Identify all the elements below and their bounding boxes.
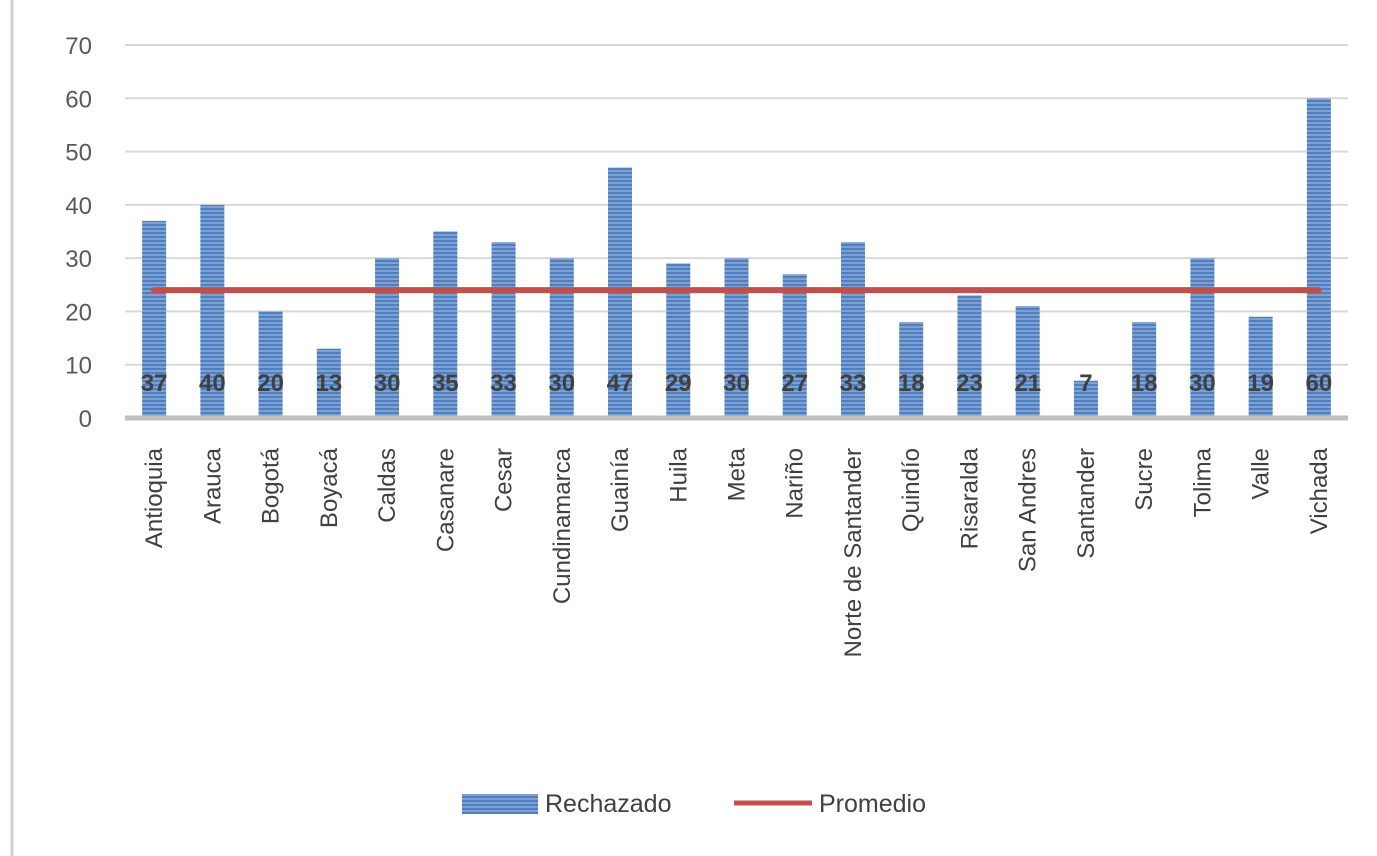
bar: [1190, 258, 1215, 418]
category-label: Vichada: [1306, 447, 1333, 534]
bar: [899, 322, 924, 418]
y-tick-label: 0: [79, 406, 92, 433]
category-label: Quindío: [898, 448, 925, 532]
bar: [957, 295, 982, 418]
category-label: San Andres: [1015, 448, 1042, 572]
bar: [1306, 98, 1331, 419]
data-label: 29: [665, 370, 692, 397]
bar: [316, 348, 341, 418]
data-label: 19: [1247, 370, 1274, 397]
y-tick-label: 30: [65, 246, 92, 273]
category-label: Valle: [1248, 448, 1275, 500]
category-label: Caldas: [374, 448, 401, 523]
data-label: 37: [141, 370, 168, 397]
category-label: Huila: [665, 447, 692, 502]
data-label: 18: [1131, 370, 1158, 397]
bar: [1073, 380, 1098, 418]
data-label: 30: [723, 370, 750, 397]
bar: [142, 220, 167, 418]
data-label: 27: [781, 370, 808, 397]
data-label: 33: [840, 370, 867, 397]
category-label: Cesar: [491, 448, 518, 512]
category-label: Santander: [1073, 448, 1100, 559]
data-label: 7: [1079, 370, 1092, 397]
bar: [200, 204, 225, 418]
bar: [549, 258, 574, 418]
category-label: Guainía: [607, 447, 634, 532]
bar: [433, 231, 458, 418]
data-label: 33: [490, 370, 517, 397]
bar: [782, 274, 807, 418]
category-label: Bogotá: [258, 447, 285, 524]
bar: [1248, 316, 1273, 418]
data-label: 47: [607, 370, 634, 397]
category-label: Sucre: [1131, 448, 1158, 511]
bar: [840, 242, 865, 418]
category-label: Risaralda: [956, 447, 983, 549]
y-axis: 0 10 20 30 40 50 60 70: [65, 33, 92, 433]
data-label: 18: [898, 370, 925, 397]
data-label: 21: [1014, 370, 1041, 397]
category-label: Meta: [724, 447, 751, 501]
y-tick-label: 60: [65, 86, 92, 113]
y-tick-label: 70: [65, 33, 92, 60]
category-label: Cundinamarca: [549, 447, 576, 604]
data-label: 30: [548, 370, 575, 397]
legend-swatch-rechazado: [462, 794, 538, 814]
data-label: 40: [199, 370, 226, 397]
data-label: 13: [315, 370, 342, 397]
y-tick-label: 10: [65, 353, 92, 380]
bar: [258, 311, 283, 418]
category-label: Norte de Santander: [840, 448, 867, 657]
bar: [724, 258, 749, 418]
y-tick-label: 20: [65, 299, 92, 326]
category-label: Casanare: [432, 448, 459, 552]
bar: [1015, 306, 1040, 418]
legend-label-promedio: Promedio: [819, 790, 926, 818]
data-label: 23: [956, 370, 983, 397]
category-label: Tolima: [1189, 447, 1216, 517]
data-label: 30: [1189, 370, 1216, 397]
data-label: 35: [432, 370, 459, 397]
data-label: 30: [374, 370, 401, 397]
category-label: Antioquia: [141, 447, 168, 548]
category-label: Nariño: [782, 448, 809, 519]
data-label: 20: [257, 370, 284, 397]
category-labels: Antioquia Arauca Bogotá Boyacá Caldas Casanar…: [141, 447, 1333, 657]
category-label: Boyacá: [316, 447, 343, 528]
bar: [491, 242, 516, 418]
data-labels: 37 40 20 13 30 35 33 30 47 29 30 27 33 18 23 21 7 18 30 19 6…: [141, 370, 1332, 397]
bar: [375, 258, 400, 418]
y-tick-label: 40: [65, 193, 92, 220]
bar-series-rechazado: [142, 98, 1331, 419]
category-label: Arauca: [199, 447, 226, 524]
legend: Rechazado Promedio: [462, 790, 926, 818]
y-tick-label: 50: [65, 140, 92, 167]
bar: [1132, 322, 1157, 418]
legend-label-rechazado: Rechazado: [545, 790, 671, 818]
data-label: 60: [1306, 370, 1333, 397]
